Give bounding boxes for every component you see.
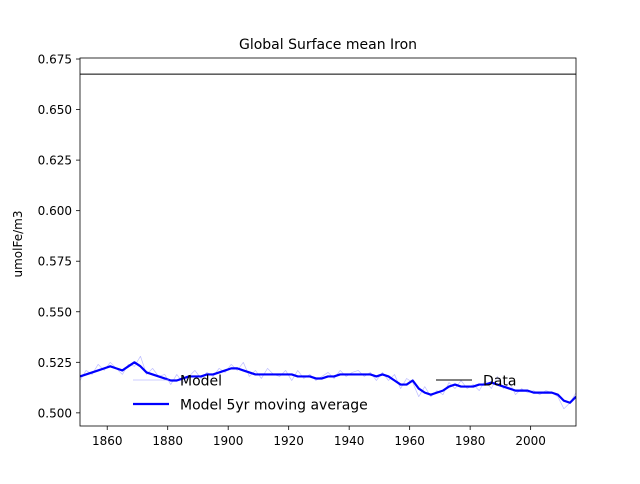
x-tick-label: 1860 xyxy=(92,434,123,448)
y-tick-label: 0.600 xyxy=(38,204,72,218)
legend-label: Model 5yr moving average xyxy=(180,398,368,414)
y-tick-label: 0.500 xyxy=(38,406,72,420)
chart-title: Global Surface mean Iron xyxy=(239,37,417,53)
y-tick-label: 0.550 xyxy=(38,305,72,319)
series-line-model xyxy=(80,355,576,410)
x-tick-label: 1920 xyxy=(273,434,304,448)
y-tick-label: 0.675 xyxy=(38,53,72,67)
plot-area xyxy=(80,73,576,410)
x-tick-label: 1980 xyxy=(455,434,486,448)
axes: 1860 1880 1900 1920 1940 1960 1980 2000 0.500 0.5… xyxy=(38,53,577,448)
x-tick-label: 1960 xyxy=(394,434,425,448)
series-line-model-5yr-moving-average xyxy=(80,361,576,404)
legend: Model Model 5yr moving average Data xyxy=(133,374,516,414)
y-tick-label: 0.525 xyxy=(38,356,72,370)
legend-label: Data xyxy=(483,374,516,390)
plot-frame xyxy=(79,57,577,427)
y-axis-label: umolFe/m3 xyxy=(11,211,25,278)
x-tick-label: 1900 xyxy=(213,434,244,448)
y-tick-label: 0.625 xyxy=(38,154,72,168)
y-tick-label: 0.650 xyxy=(38,103,72,117)
x-tick-label: 2000 xyxy=(515,434,546,448)
legend-label: Model xyxy=(180,374,222,390)
x-tick-label: 1880 xyxy=(152,434,183,448)
x-tick-label: 1940 xyxy=(334,434,365,448)
y-tick-label: 0.575 xyxy=(38,255,72,269)
